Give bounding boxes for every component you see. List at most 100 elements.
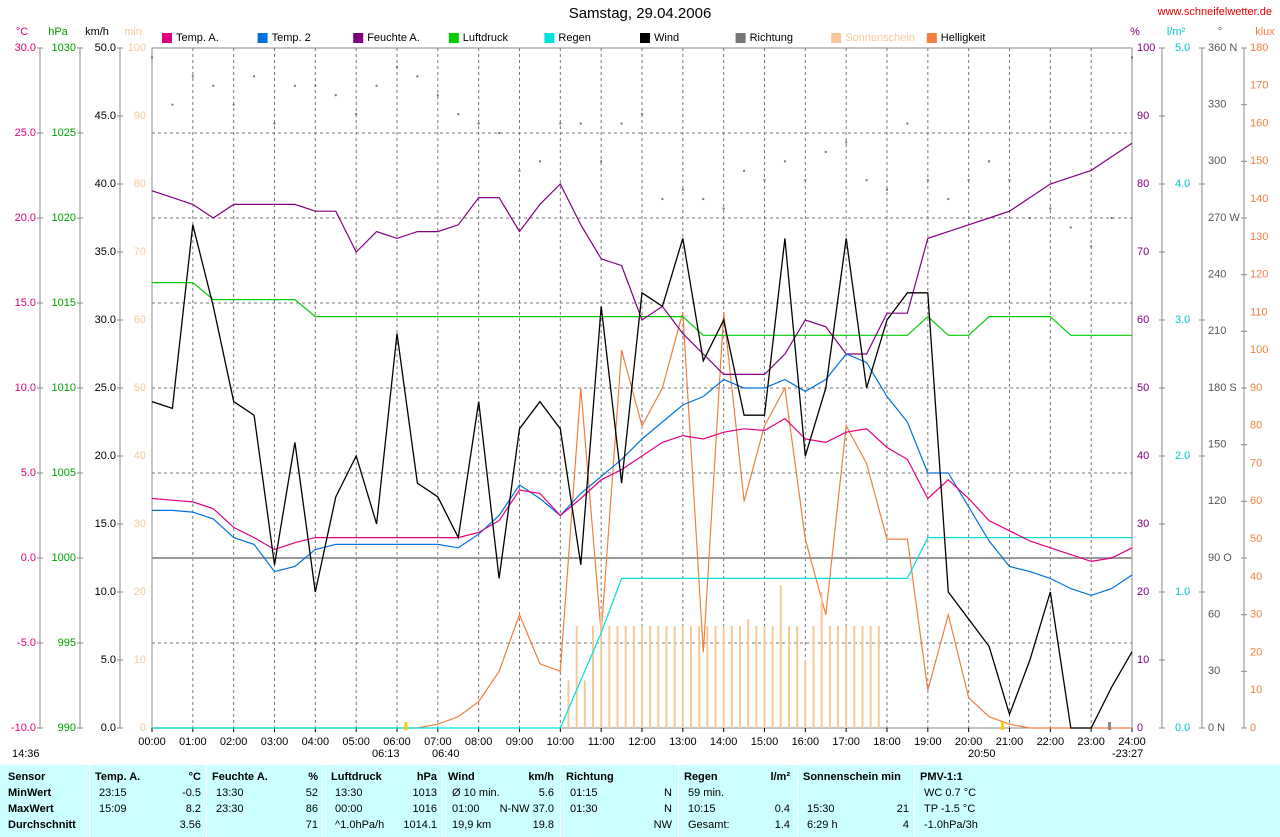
y-tick-label: 45.0 xyxy=(95,110,116,122)
marker xyxy=(1108,722,1112,730)
y-tick-label: 100 xyxy=(128,42,146,54)
sunshine-bar xyxy=(698,626,701,728)
x-tick-label: 08:00 xyxy=(465,736,493,748)
table-cell: N-NW 37.0 xyxy=(499,803,554,815)
sunshine-bar xyxy=(616,626,619,728)
y-tick-label: 270 W xyxy=(1208,212,1240,224)
legend-label: Temp. 2 xyxy=(272,32,311,44)
x-tick-label: 05:00 xyxy=(342,736,370,748)
table-cell: TP -1.5 °C xyxy=(924,803,976,815)
y-tick-label: 1030 xyxy=(52,42,76,54)
sunshine-bar xyxy=(747,619,750,728)
y-tick-label: 60 xyxy=(1137,314,1149,326)
legend-swatch xyxy=(735,33,746,43)
direction-dot xyxy=(477,122,480,125)
sunshine-bar xyxy=(624,626,627,728)
y-tick-label: -5.0 xyxy=(17,637,36,649)
y-tick-label: 30 xyxy=(1208,665,1220,677)
direction-dot xyxy=(416,75,419,78)
legend-label: Temp. A. xyxy=(176,32,219,44)
chart: Samstag, 29.04.2006 www.schneifelwetter.… xyxy=(11,5,1275,760)
column-separator xyxy=(325,765,326,837)
column-separator xyxy=(678,765,679,837)
table-cell: 01:15 xyxy=(570,787,598,799)
y-tick-label: 100 xyxy=(1250,344,1268,356)
y-tick-label: 1000 xyxy=(52,552,76,564)
y-tick-label: 150 xyxy=(1208,439,1226,451)
y-tick-label: 210 xyxy=(1208,325,1226,337)
sunshine-bar xyxy=(869,626,872,728)
x-tick-label: 06:00 xyxy=(383,736,411,748)
column-header: Regen xyxy=(684,771,718,783)
direction-dot xyxy=(988,160,991,163)
table-cell: -0.5 xyxy=(182,787,201,799)
y-tick-label: 2.0 xyxy=(1175,450,1190,462)
direction-dot xyxy=(743,169,746,172)
series-line xyxy=(151,417,1133,563)
x-tick-label: 22:00 xyxy=(1037,736,1065,748)
x-tick-label: 15:00 xyxy=(751,736,779,748)
table-cell: 19.8 xyxy=(532,819,554,831)
sunshine-bar xyxy=(779,585,782,728)
direction-dot xyxy=(783,160,786,163)
sunshine-bar xyxy=(583,680,586,728)
y-tick-label: 80 xyxy=(1137,178,1149,190)
legend-swatch xyxy=(448,33,459,43)
direction-dot xyxy=(661,198,664,201)
axis-unit: klux xyxy=(1255,26,1275,38)
y-tick-label: 25.0 xyxy=(95,382,116,394)
y-tick-label: 10.0 xyxy=(95,586,116,598)
sunshine-bar xyxy=(730,626,733,728)
y-tick-label: 20 xyxy=(1137,586,1149,598)
table-cell: 86 xyxy=(305,803,318,815)
table-cell: 1016 xyxy=(412,803,437,815)
y-tick-label: 30 xyxy=(134,518,146,530)
axis-unit: hPa xyxy=(48,26,68,38)
table-cell: 8.2 xyxy=(185,803,201,815)
y-tick-label: 60 xyxy=(1208,609,1220,621)
direction-dot xyxy=(1110,217,1113,219)
x-tick-label: 19:00 xyxy=(914,736,942,748)
table-cell: 52 xyxy=(305,787,318,799)
y-tick-label: 50 xyxy=(1137,382,1149,394)
y-tick-label: 1005 xyxy=(52,467,76,479)
y-tick-label: 360 N xyxy=(1208,42,1237,54)
direction-dot xyxy=(824,150,827,153)
axis-unit: km/h xyxy=(85,26,109,38)
y-tick-label: 4.0 xyxy=(1175,178,1190,190)
table-cell: Durchschnitt xyxy=(8,819,76,831)
direction-dot xyxy=(804,179,807,182)
y-tick-label: 0.0 xyxy=(101,722,116,734)
y-tick-label: 30 xyxy=(1250,609,1262,621)
sunshine-bar xyxy=(608,626,611,728)
x-tick-label: 01:00 xyxy=(179,736,207,748)
sunshine-bar xyxy=(845,626,848,728)
y-tick-label: 20 xyxy=(1250,646,1262,658)
y-tick-label: 100 xyxy=(1137,42,1155,54)
column-separator xyxy=(560,765,561,837)
axis-unit: °C xyxy=(16,26,28,38)
direction-dot xyxy=(926,179,929,182)
sunshine-bar xyxy=(592,626,594,728)
y-tick-label: 130 xyxy=(1250,231,1268,243)
column-header: Wind xyxy=(448,771,475,783)
direction-dot xyxy=(538,160,541,163)
table-cell: 6:29 h xyxy=(807,819,838,831)
x-tick-label: 02:00 xyxy=(220,736,248,748)
column-unit: % xyxy=(308,771,318,783)
direction-dot xyxy=(498,132,501,134)
direction-dot xyxy=(620,122,623,125)
sunshine-bar xyxy=(755,626,758,728)
direction-dot xyxy=(967,179,970,182)
direction-dot xyxy=(1028,217,1031,219)
table-cell: Gesamt: xyxy=(688,819,730,831)
table-cell: 59 min. xyxy=(688,787,725,799)
table-cell: Ø 10 min. xyxy=(452,787,500,799)
column-unit: °C xyxy=(188,771,201,783)
y-tick-label: 5.0 xyxy=(1175,42,1190,54)
direction-dot xyxy=(1131,56,1133,59)
x-tick-label: 00:00 xyxy=(138,736,166,748)
x-tick-label: 23:00 xyxy=(1077,736,1105,748)
